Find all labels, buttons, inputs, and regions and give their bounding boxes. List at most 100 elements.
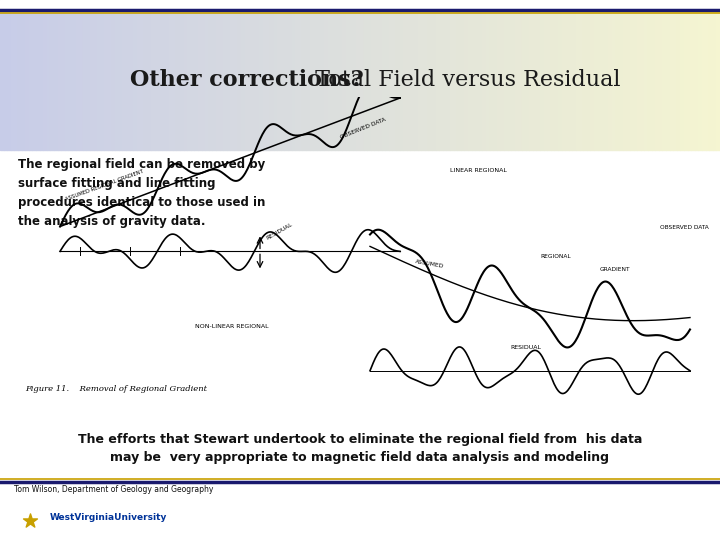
- Bar: [29, 0, 32, 150]
- Bar: [61, 0, 65, 150]
- Bar: [194, 0, 198, 150]
- Bar: [626, 0, 630, 150]
- Bar: [130, 0, 133, 150]
- Text: ASSUMED REGIONAL GRADIENT: ASSUMED REGIONAL GRADIENT: [65, 168, 145, 201]
- Bar: [256, 0, 259, 150]
- Bar: [83, 0, 86, 150]
- Bar: [349, 0, 353, 150]
- Text: The efforts that Stewart undertook to eliminate the regional field from  his dat: The efforts that Stewart undertook to el…: [78, 434, 642, 447]
- Bar: [457, 0, 461, 150]
- Bar: [497, 0, 500, 150]
- Bar: [220, 0, 223, 150]
- Bar: [518, 0, 522, 150]
- Text: GRADIENT: GRADIENT: [600, 267, 631, 272]
- Bar: [716, 0, 720, 150]
- Bar: [612, 0, 616, 150]
- Bar: [691, 0, 695, 150]
- Bar: [608, 0, 612, 150]
- Bar: [328, 0, 331, 150]
- Bar: [439, 0, 443, 150]
- Bar: [378, 0, 382, 150]
- Bar: [0, 0, 720, 10]
- Bar: [317, 0, 320, 150]
- Bar: [148, 0, 151, 150]
- Bar: [508, 0, 511, 150]
- Bar: [598, 0, 601, 150]
- Bar: [364, 0, 367, 150]
- Bar: [227, 0, 230, 150]
- Bar: [133, 0, 137, 150]
- Bar: [288, 0, 292, 150]
- Bar: [331, 0, 335, 150]
- Bar: [335, 0, 338, 150]
- Bar: [637, 0, 641, 150]
- Bar: [169, 0, 173, 150]
- Bar: [529, 0, 533, 150]
- Bar: [277, 0, 281, 150]
- Bar: [713, 0, 716, 150]
- Bar: [490, 0, 493, 150]
- Bar: [526, 0, 529, 150]
- Text: REGIONAL: REGIONAL: [540, 254, 571, 259]
- Bar: [382, 0, 385, 150]
- Bar: [119, 0, 122, 150]
- Bar: [202, 0, 205, 150]
- Bar: [22, 0, 25, 150]
- Bar: [389, 0, 392, 150]
- Bar: [551, 0, 554, 150]
- Bar: [670, 0, 673, 150]
- Bar: [4, 0, 7, 150]
- Bar: [475, 0, 479, 150]
- Bar: [79, 0, 83, 150]
- Bar: [47, 0, 50, 150]
- Bar: [418, 0, 421, 150]
- Bar: [403, 0, 407, 150]
- Bar: [461, 0, 464, 150]
- Bar: [101, 0, 104, 150]
- Bar: [54, 0, 58, 150]
- Bar: [562, 0, 565, 150]
- Bar: [371, 0, 374, 150]
- Bar: [180, 0, 184, 150]
- Bar: [666, 0, 670, 150]
- Bar: [652, 0, 655, 150]
- Bar: [284, 0, 288, 150]
- Bar: [540, 0, 544, 150]
- Bar: [569, 0, 572, 150]
- Bar: [115, 0, 119, 150]
- Bar: [126, 0, 130, 150]
- Bar: [544, 0, 547, 150]
- Bar: [299, 0, 302, 150]
- Bar: [695, 0, 698, 150]
- Bar: [504, 0, 508, 150]
- Bar: [601, 0, 605, 150]
- Text: Total Field versus Residual: Total Field versus Residual: [308, 69, 621, 91]
- Bar: [587, 0, 590, 150]
- Bar: [367, 0, 371, 150]
- Bar: [374, 0, 378, 150]
- Bar: [43, 0, 47, 150]
- Bar: [241, 0, 245, 150]
- Bar: [7, 0, 11, 150]
- Bar: [641, 0, 644, 150]
- Bar: [482, 0, 486, 150]
- Bar: [176, 0, 180, 150]
- Bar: [515, 0, 518, 150]
- Text: RESIDUAL: RESIDUAL: [265, 221, 293, 240]
- Bar: [616, 0, 619, 150]
- Text: NON-LINEAR REGIONAL: NON-LINEAR REGIONAL: [195, 324, 269, 329]
- Bar: [486, 0, 490, 150]
- Bar: [407, 0, 410, 150]
- Bar: [234, 0, 238, 150]
- Bar: [450, 0, 454, 150]
- Bar: [252, 0, 256, 150]
- Bar: [32, 0, 36, 150]
- Bar: [338, 0, 342, 150]
- Bar: [90, 0, 94, 150]
- Bar: [392, 0, 396, 150]
- Bar: [230, 0, 234, 150]
- Bar: [11, 0, 14, 150]
- Bar: [36, 0, 40, 150]
- Bar: [173, 0, 176, 150]
- Bar: [698, 0, 702, 150]
